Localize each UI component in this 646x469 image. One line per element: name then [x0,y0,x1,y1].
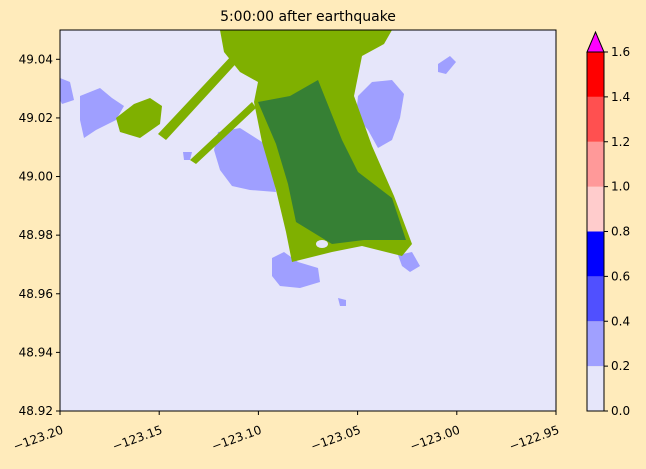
colorbar-tick-label: 0.2 [611,359,630,373]
colorbar-tick-label: 0.0 [611,404,630,418]
flooded-areas [60,56,456,306]
colorbar-tick-label: 0.8 [611,225,630,239]
colorbar-segment [587,231,604,277]
colorbar-tick-label: 1.0 [611,180,630,194]
colorbar-segment [587,141,604,187]
y-tick-label: 49.02 [19,111,53,125]
colorbar-segment [587,366,604,411]
colorbar-segment [587,96,604,142]
colorbar-tick-label: 0.4 [611,314,630,328]
axes-frame [59,29,557,412]
y-tick-label: 48.96 [19,287,53,301]
colorbar-tick-label: 1.2 [611,135,630,149]
y-tick-label: 49.00 [19,170,53,184]
lake [316,240,328,248]
colorbar-segment [587,52,604,97]
colorbar-segment [587,321,604,367]
colorbar-segment [587,276,604,322]
colorbar-tick-label: 1.4 [611,90,630,104]
y-tick-label: 49.04 [19,52,53,66]
chart-title: 5:00:00 after earthquake [220,9,396,25]
y-tick-label: 48.94 [19,345,53,359]
colorbar-tick-label: 0.6 [611,269,630,283]
colorbar-segment [587,186,604,232]
y-tick-label: 48.92 [19,404,53,418]
colorbar-tick-label: 1.6 [611,45,630,59]
y-tick-label: 48.98 [19,228,53,242]
land-low [258,80,406,244]
colorbar-extend [586,30,605,53]
